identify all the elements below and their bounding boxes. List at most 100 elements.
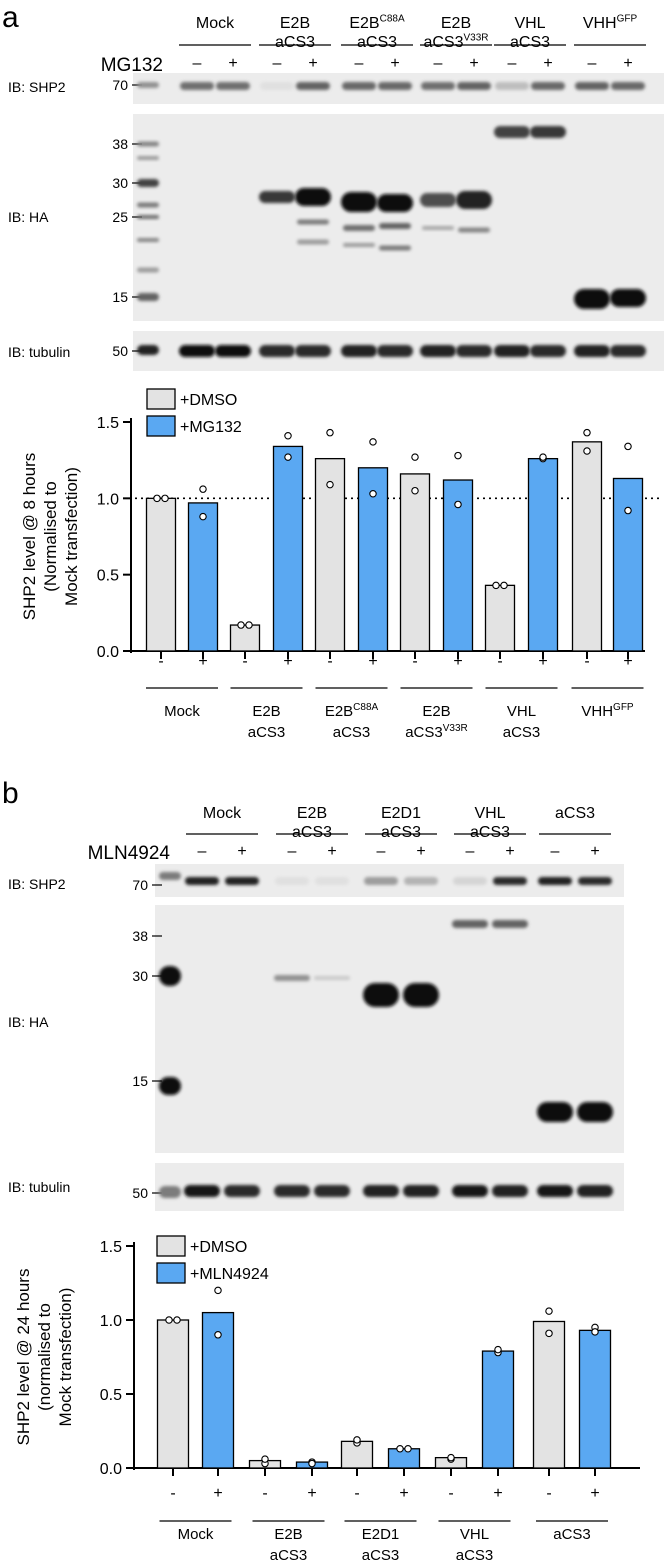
ladder-band [137, 238, 159, 242]
x-sign-label: - [262, 1485, 267, 1502]
legend-swatch [156, 1235, 186, 1257]
category-label-line1: E2BC88A [325, 702, 379, 720]
shp2-band [611, 82, 645, 90]
shp2-band [421, 82, 455, 90]
ladder-band [137, 267, 159, 273]
category-label-line2: aCS3 [362, 1547, 400, 1564]
ladder-band [137, 202, 159, 208]
category-label-line1: E2B [274, 1526, 302, 1543]
y-tick-label: 0.5 [97, 568, 119, 585]
data-point [214, 1331, 222, 1339]
shp2-band [538, 877, 572, 885]
treatment-sign: – [434, 55, 443, 72]
bar [145, 497, 177, 652]
treatment-sign: + [327, 843, 336, 860]
tubulin-band [403, 1185, 439, 1197]
treatment-sign: + [590, 843, 599, 860]
data-point [591, 1328, 599, 1336]
bar [156, 1319, 190, 1469]
shp2-band [578, 877, 612, 885]
data-point [624, 442, 632, 451]
blot-label: IB: HA [8, 209, 49, 225]
group-header-line1: E2B [280, 15, 310, 32]
group-header-line1: VHHGFP [583, 14, 638, 32]
ladder-band [137, 82, 159, 88]
ha-band [314, 976, 350, 980]
tubulin-band [224, 1185, 260, 1197]
shp2-band [260, 82, 294, 90]
tubulin-band [577, 1185, 613, 1197]
ha-band [295, 188, 331, 206]
x-sign-label: - [448, 1485, 453, 1502]
data-point [454, 500, 462, 509]
ha-band [530, 126, 566, 138]
bar [612, 477, 644, 652]
treatment-sign: + [390, 55, 399, 72]
shp2-band [315, 877, 349, 885]
ladder-band [137, 179, 159, 187]
ha-band [363, 983, 399, 1007]
mw-marker: 25 [112, 209, 128, 225]
x-sign-label: + [538, 653, 547, 670]
y-axis-label: SHP2 level @ 24 hours [14, 1269, 33, 1446]
data-point [173, 1316, 181, 1324]
treatment-sign: – [193, 55, 202, 72]
data-point [500, 581, 508, 590]
data-point [353, 1436, 361, 1444]
ha-band [452, 920, 488, 928]
data-point [396, 1445, 404, 1453]
x-sign-label: - [354, 1485, 359, 1502]
treatment-sign: – [288, 843, 297, 860]
ha-minor-band [379, 245, 411, 251]
tubulin-band [420, 345, 456, 357]
data-point [624, 506, 632, 515]
data-point [153, 494, 161, 503]
tubulin-band [456, 345, 492, 357]
treatment-sign: + [543, 55, 552, 72]
tubulin-band [610, 345, 646, 357]
mw-marker: 30 [132, 968, 148, 984]
shp2-band [575, 82, 609, 90]
group-header-line2: aCS3 [510, 34, 550, 51]
y-axis-label: (normalised to [35, 1303, 54, 1411]
data-point [161, 494, 169, 503]
mw-marker: 50 [132, 1185, 148, 1201]
y-tick-label: 1.0 [100, 1313, 122, 1330]
treatment-sign: – [355, 55, 364, 72]
tubulin-band [179, 345, 215, 357]
x-sign-label: + [453, 653, 462, 670]
data-point [326, 480, 334, 489]
x-sign-label: - [584, 653, 589, 670]
group-header-line1: Mock [203, 805, 242, 822]
legend-swatch [156, 1262, 186, 1284]
panel-b-bar-chart: 0.0 0.5 1.0 1.5 SHP2 level @ 24 hours (normal… [14, 1235, 640, 1564]
ha-band [420, 193, 456, 207]
category-label-line1: Mock [178, 1526, 214, 1543]
treatment-sign: – [466, 843, 475, 860]
ha-band [577, 1102, 613, 1122]
group-header-line2: aCS3 [381, 824, 421, 841]
data-point [237, 621, 245, 629]
ha-minor-band [343, 225, 375, 231]
panel-b-blot-panel: b Mock – + E2B aCS3 – + E2D1 aCS3 – + VHL aCS3 – + aCS3 –… [2, 777, 624, 1211]
mw-marker: 15 [132, 1073, 148, 1089]
bar [187, 502, 219, 652]
data-point [404, 1445, 412, 1453]
ladder-band [159, 872, 181, 880]
data-point [214, 1286, 222, 1295]
tubulin-band [184, 1185, 220, 1197]
category-label-line2: aCS3V33R [405, 723, 468, 741]
shp2-band [342, 82, 376, 90]
tubulin-band [314, 1185, 350, 1197]
x-sign-label: - [497, 653, 502, 670]
data-point [454, 451, 462, 460]
shp2-band [495, 82, 529, 90]
shp2-band [275, 877, 309, 885]
mw-marker: 38 [132, 928, 148, 944]
ha-band [494, 126, 530, 138]
treatment-sign: + [416, 843, 425, 860]
data-point [261, 1455, 269, 1463]
x-sign-label: + [368, 653, 377, 670]
y-tick-label: 1.5 [97, 415, 119, 432]
ha-band [610, 289, 646, 307]
